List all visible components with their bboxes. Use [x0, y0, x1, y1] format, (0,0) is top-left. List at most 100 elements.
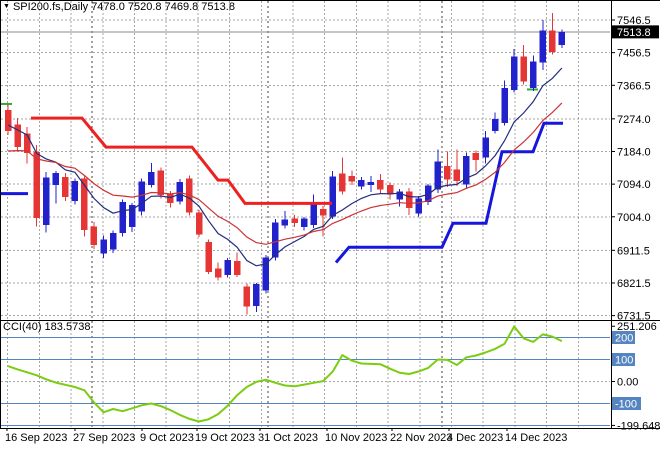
cci-axis-label: -199.648	[617, 420, 660, 432]
candle-body	[157, 170, 165, 196]
grid-vertical	[7, 1, 579, 427]
date-label: 19 Oct 2023	[195, 432, 255, 444]
candle-body	[176, 181, 184, 202]
cci-level-badge-text: 100	[615, 355, 633, 367]
candle-body	[71, 181, 79, 201]
candle-body	[4, 110, 12, 132]
candle-body	[167, 193, 174, 203]
price-axis-label: 7094.0	[617, 179, 651, 191]
candle-body	[300, 218, 308, 227]
cci-axis-label: 0.00	[617, 377, 638, 389]
current-price-badge: 7513.8	[612, 25, 659, 39]
candle-body	[396, 191, 403, 200]
price-axis-label: 7456.5	[617, 48, 651, 60]
candle-body	[530, 61, 537, 89]
candle-body	[100, 239, 107, 254]
cci-line	[7, 325, 563, 423]
price-axis-label: 7366.5	[617, 80, 651, 92]
ma-fast-line	[7, 67, 563, 267]
chart-title-bar: ▼ SPI200.fs,Daily 7478.0 7520.8 7469.8 75…	[3, 1, 235, 13]
cci-level-badge	[612, 353, 635, 366]
candle-body	[148, 171, 155, 185]
cci-level-badge	[612, 397, 641, 410]
cci-level-lines	[1, 337, 610, 426]
ma-slow-line	[7, 102, 563, 245]
price-axis-label: 6821.5	[617, 278, 651, 290]
candle-body	[491, 119, 499, 131]
candles-group	[4, 12, 566, 315]
green-tick-marks	[1, 88, 538, 105]
candle-body	[415, 198, 422, 214]
cci-level-badge	[612, 331, 635, 344]
price-axis: 7546.5 7456.5 7366.5 7274.0 7184.0 7094.0 7004…	[611, 15, 651, 323]
candle-body	[358, 180, 365, 187]
date-label: 16 Sep 2023	[5, 432, 67, 444]
chart-title-text: SPI200.fs,Daily 7478.0 7520.8 7469.8 751…	[12, 1, 235, 13]
candle-body	[42, 177, 50, 226]
date-label: 10 Nov 2023	[325, 432, 387, 444]
candle-body	[205, 241, 212, 272]
date-label: 31 Oct 2023	[258, 432, 318, 444]
cci-axis: 251.206 0.00 -199.648 200 100 -100	[611, 321, 660, 432]
price-axis-label: 7546.5	[617, 15, 651, 27]
collapse-icon[interactable]: ▼	[3, 3, 10, 10]
candle-body	[262, 257, 270, 291]
candle-body	[405, 191, 413, 209]
indicator-title: CCI(40) 183.5738	[3, 321, 91, 333]
candle-body	[520, 56, 527, 82]
candle-body	[23, 133, 31, 153]
candle-body	[434, 161, 441, 190]
candle-body	[281, 219, 289, 226]
date-label: 14 Dec 2023	[505, 432, 567, 444]
current-price-badge-text: 7513.8	[617, 27, 651, 39]
candle-body	[310, 204, 317, 225]
date-axis: 16 Sep 2023 27 Sep 2023 9 Oct 2023 19 Oct 2…	[5, 428, 567, 444]
candle-body	[52, 173, 59, 185]
candle-body	[14, 124, 21, 148]
candle-body	[444, 165, 451, 180]
candle-body	[367, 181, 375, 186]
price-axis-label: 7004.0	[617, 212, 651, 224]
candle-body	[501, 88, 508, 123]
candle-body	[128, 205, 136, 227]
moving-averages	[7, 67, 563, 267]
candle-body	[377, 180, 384, 190]
cci-axis-label: 251.206	[617, 321, 657, 333]
candle-body	[233, 261, 241, 276]
candle-body	[482, 137, 489, 158]
candle-body	[90, 226, 98, 246]
price-axis-label: 6731.5	[617, 311, 651, 323]
candle-body	[319, 208, 327, 216]
candle-body	[558, 31, 566, 45]
candle-body	[224, 259, 231, 276]
candle-body	[81, 178, 88, 230]
cci-indicator-line	[7, 325, 563, 423]
date-label: 22 Nov 2023	[390, 432, 452, 444]
candle-body	[253, 284, 260, 306]
candle-body	[539, 30, 547, 63]
candle-body	[329, 176, 336, 217]
date-label: 9 Oct 2023	[140, 432, 194, 444]
panel-borders	[0, 0, 660, 429]
stop-lines	[0, 116, 563, 264]
candle-body	[272, 222, 279, 258]
candle-body	[291, 218, 298, 223]
date-label: 27 Sep 2023	[73, 432, 135, 444]
cci-level-badge-text: -100	[615, 399, 637, 411]
candle-body	[62, 176, 69, 197]
candle-body	[339, 173, 346, 192]
stop-line-blue	[334, 121, 563, 264]
candle-body	[463, 156, 470, 185]
candle-body	[214, 268, 222, 278]
date-label: 4 Dec 2023	[447, 432, 503, 444]
candle-body	[424, 185, 432, 202]
candle-body	[243, 286, 250, 307]
candle-body	[386, 185, 394, 195]
candle-body	[453, 169, 461, 181]
candle-body	[472, 152, 480, 160]
candle-body	[549, 30, 556, 53]
price-axis-label: 6911.5	[617, 245, 650, 257]
candle-body	[348, 176, 356, 182]
